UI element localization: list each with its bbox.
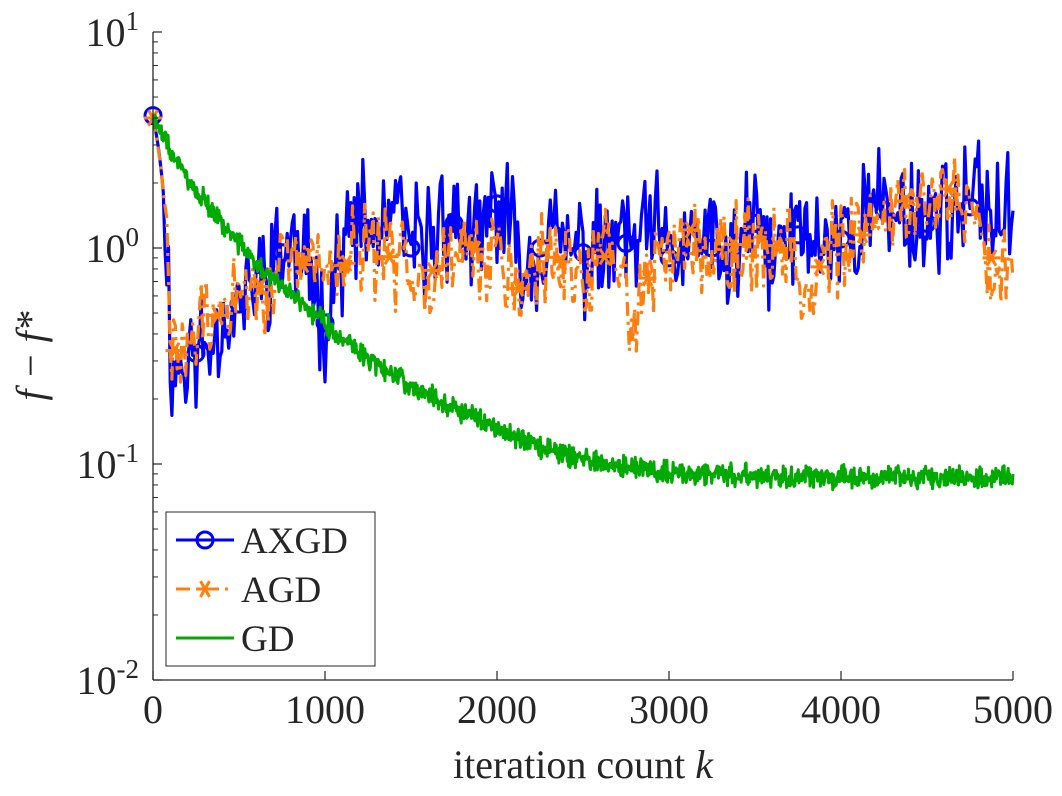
marker-agd-7 xyxy=(423,261,442,279)
y-tick-label: 10-2 xyxy=(77,654,140,703)
x-tick-label: 0 xyxy=(143,687,163,732)
marker-agd-1 xyxy=(165,342,184,360)
asterisk-stroke xyxy=(942,180,955,198)
asterisk-stroke xyxy=(383,248,396,266)
marker-agd-13 xyxy=(681,221,700,239)
marker-agd-12 xyxy=(638,269,657,287)
marker-agd-10 xyxy=(552,253,571,271)
series-line-gd xyxy=(151,113,1015,492)
marker-axgd-16 xyxy=(831,229,851,249)
asterisk-stroke xyxy=(813,258,826,276)
asterisk-stroke xyxy=(297,256,310,274)
marker-agd-11 xyxy=(595,248,614,266)
legend-entry-gd: GD xyxy=(176,619,294,660)
x-axis-title: iteration count k xyxy=(453,742,714,787)
asterisk-stroke xyxy=(211,306,224,324)
x-tick-label: 2000 xyxy=(457,687,537,732)
asterisk-stroke xyxy=(985,249,998,267)
y-tick-label: 100 xyxy=(86,222,140,271)
legend-label-gd: GD xyxy=(241,619,294,660)
marker-agd-20 xyxy=(982,249,1001,267)
x-tick-label: 1000 xyxy=(285,687,365,732)
asterisk-stroke xyxy=(770,237,783,255)
marker-agd-16 xyxy=(810,258,829,276)
marker-agd-9 xyxy=(509,279,528,297)
marker-axgd-7 xyxy=(444,213,464,233)
asterisk-stroke xyxy=(684,221,697,239)
legend-label-axgd: AXGD xyxy=(241,521,348,562)
marker-agd-4 xyxy=(294,256,313,274)
marker-agd-14 xyxy=(724,235,743,254)
marker-agd-6 xyxy=(380,248,399,266)
marker-axgd-15 xyxy=(788,225,808,245)
x-tick-label: 3000 xyxy=(629,687,709,732)
x-tick-label: 4000 xyxy=(801,687,881,732)
marker-agd-3 xyxy=(251,278,270,296)
marker-agd-17 xyxy=(853,226,872,244)
asterisk-stroke xyxy=(469,240,482,258)
legend: AXGD AGD GD xyxy=(165,511,376,667)
y-tick-label: 10-1 xyxy=(77,438,140,487)
y-tick-label: 101 xyxy=(86,6,140,55)
legend-entries: AXGD AGD GD xyxy=(176,521,348,660)
legend-marker-asterisk xyxy=(199,580,211,598)
marker-agd-18 xyxy=(896,192,915,210)
marker-axgd-11 xyxy=(616,233,636,253)
marker-axgd-14 xyxy=(745,213,765,233)
asterisk-stroke xyxy=(168,342,181,360)
y-axis-title: f − f* xyxy=(8,311,53,400)
asterisk-stroke xyxy=(641,269,654,287)
series-line-axgd xyxy=(151,115,1015,417)
marker-agd-5 xyxy=(337,254,356,272)
legend-entry-agd: AGD xyxy=(176,570,321,611)
marker-agd-19 xyxy=(939,180,958,198)
legend-label-agd: AGD xyxy=(241,570,321,611)
x-ticks: 0 1000 2000 3000 4000 5000 xyxy=(143,671,1053,732)
axes-layer xyxy=(152,32,1013,681)
asterisk-stroke xyxy=(899,192,912,210)
asterisk-stroke xyxy=(512,279,525,297)
asterisk-stroke xyxy=(555,253,568,271)
asterisk-stroke xyxy=(426,261,439,279)
marker-agd-15 xyxy=(767,237,786,255)
asterisk-stroke xyxy=(598,248,611,266)
marker-axgd-8 xyxy=(487,194,507,214)
y-ticks: 10-2 10-1 100 101 xyxy=(77,6,162,703)
series-line-agd xyxy=(151,117,1015,384)
asterisk-stroke xyxy=(340,254,353,272)
marker-agd-2 xyxy=(208,306,227,324)
asterisk-stroke xyxy=(254,278,267,296)
marker-agd-8 xyxy=(466,240,485,258)
legend-entry-axgd: AXGD xyxy=(176,521,348,562)
asterisk-stroke xyxy=(727,235,740,254)
series-layer xyxy=(143,106,1015,492)
legend-marker-circle xyxy=(195,530,215,550)
marker-axgd-10 xyxy=(573,243,593,263)
x-tick-label: 5000 xyxy=(973,687,1053,732)
asterisk-stroke xyxy=(856,226,869,244)
